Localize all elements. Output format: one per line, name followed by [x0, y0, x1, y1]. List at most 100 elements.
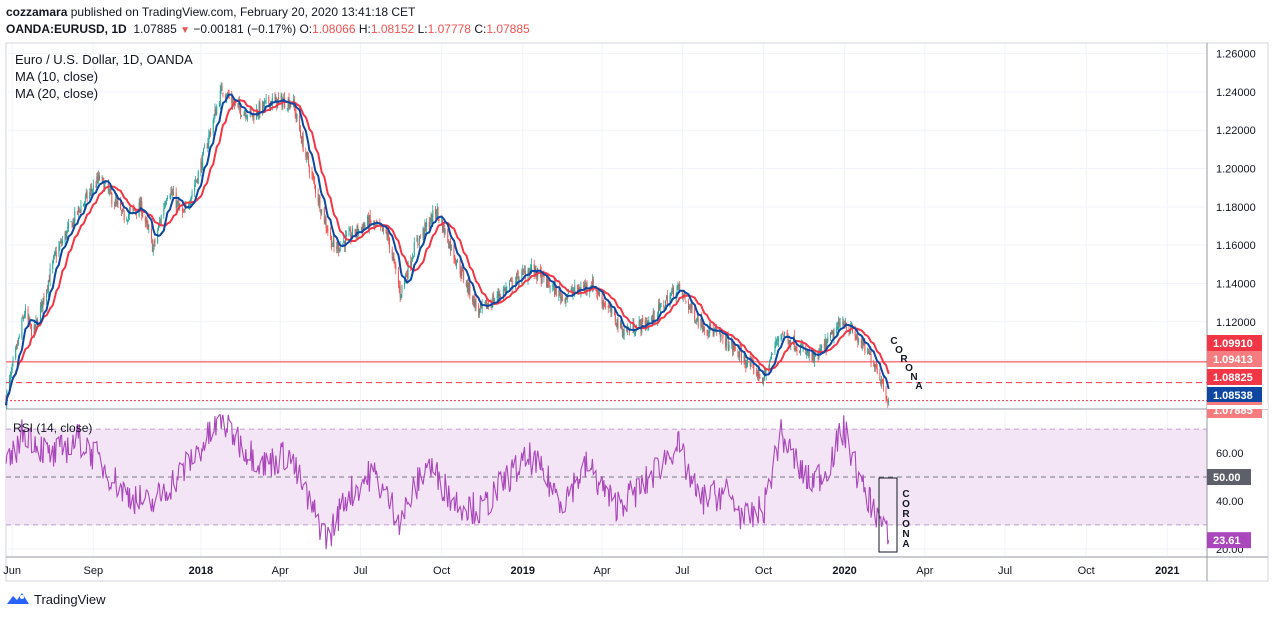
candle-body — [232, 101, 234, 106]
candle-body — [882, 379, 884, 381]
candle-body — [336, 247, 338, 250]
candle-body — [274, 96, 276, 100]
candle-body — [484, 302, 486, 303]
candle-body — [746, 363, 748, 367]
candle-body — [393, 256, 395, 261]
candle-body — [308, 166, 310, 174]
candle-body — [583, 284, 585, 288]
candle-body — [812, 352, 814, 359]
candle-body — [823, 343, 825, 349]
candle-body — [153, 240, 155, 247]
candle-body — [122, 207, 124, 211]
candle-body — [300, 137, 302, 144]
tradingview-footer[interactable]: TradingView — [6, 591, 106, 607]
ma20-line[interactable] — [5, 99, 890, 406]
legend-ma20[interactable]: MA (20, close) — [15, 86, 98, 101]
candle-body — [673, 286, 675, 298]
candle-body — [722, 333, 724, 339]
candle-body — [605, 305, 607, 308]
candle-body — [277, 97, 279, 99]
candle-body — [339, 244, 341, 252]
ma10-line[interactable] — [5, 93, 890, 406]
author-name[interactable]: cozzamara — [6, 5, 68, 19]
candle-body — [129, 208, 131, 210]
candle-body — [315, 185, 317, 193]
candle-body — [164, 203, 166, 209]
rsi-line[interactable] — [5, 414, 890, 550]
candle-body — [623, 329, 625, 336]
candle-body — [244, 112, 246, 114]
candle-body — [434, 209, 436, 215]
candle-body — [307, 156, 309, 166]
candle-body — [200, 161, 202, 173]
candle-body — [245, 112, 247, 118]
price-axis[interactable]: 1.26000 1.24000 1.22000 1.20000 1.18000 1.160… — [1216, 49, 1256, 368]
candle-body — [706, 331, 708, 333]
candle-body — [775, 340, 777, 347]
candle-body — [613, 309, 615, 314]
candle-body — [212, 120, 214, 133]
candle-body — [833, 332, 835, 341]
candle-body — [265, 98, 267, 100]
candle-body — [842, 321, 844, 326]
price-badge — [1207, 369, 1262, 385]
candle-body — [30, 323, 32, 325]
candle-body — [411, 260, 413, 266]
candle-body — [703, 326, 705, 331]
corona-rsi-box[interactable] — [878, 477, 898, 553]
candle-body — [206, 147, 208, 149]
candle-body — [472, 295, 474, 302]
candle-body — [16, 345, 18, 347]
candle-body — [443, 225, 445, 235]
candle-body — [219, 90, 221, 106]
candle-body — [407, 261, 409, 278]
candle-body — [423, 229, 425, 236]
candle-body — [747, 357, 749, 365]
candle-body — [294, 107, 296, 116]
candle-body — [652, 311, 654, 320]
candle-body — [708, 332, 710, 334]
legend-ma10[interactable]: MA (10, close) — [15, 69, 98, 84]
candle-body — [53, 252, 55, 256]
candle-body — [882, 379, 884, 389]
candle-body — [127, 219, 129, 222]
candle-body — [782, 332, 784, 335]
candle-body — [663, 304, 665, 308]
rsi-tick-label: 40.00 — [1216, 496, 1244, 508]
candle-body — [132, 207, 134, 211]
candle-body — [849, 330, 851, 333]
candle-body — [455, 259, 457, 265]
candle-body — [195, 181, 197, 184]
candle-body — [357, 225, 359, 234]
candle-body — [855, 336, 857, 339]
candle-body — [123, 212, 125, 220]
candle-body — [691, 303, 693, 310]
candle-body — [27, 308, 29, 320]
candle-body — [103, 180, 105, 192]
time-axis[interactable]: Jun Sep 2018 Apr Jul Oct 2019 Apr Jul Oct 2020 Apr J… — [3, 565, 1179, 577]
legend-rsi[interactable]: RSI (14, close) — [13, 421, 92, 435]
corona-letter: N — [902, 529, 909, 540]
candle-body — [615, 323, 617, 326]
candle-body — [262, 102, 264, 108]
corona-letter: R — [900, 354, 908, 365]
candle-body — [117, 202, 119, 204]
candle-body — [24, 309, 26, 315]
candle-body — [313, 176, 315, 180]
candle-body — [799, 346, 801, 353]
candle-body — [696, 317, 698, 322]
candle-body — [405, 275, 407, 276]
candle-body — [220, 86, 222, 90]
candle-body — [425, 222, 427, 227]
candle-body — [287, 99, 289, 108]
candle-body — [666, 295, 668, 306]
time-tick-label: Apr — [594, 565, 611, 577]
legend-title[interactable]: Euro / U.S. Dollar, 1D, OANDA — [15, 52, 193, 67]
candle-body — [78, 207, 80, 210]
candle-body — [210, 132, 212, 135]
open-value: 1.08066 — [312, 22, 356, 36]
candle-body — [875, 363, 877, 368]
